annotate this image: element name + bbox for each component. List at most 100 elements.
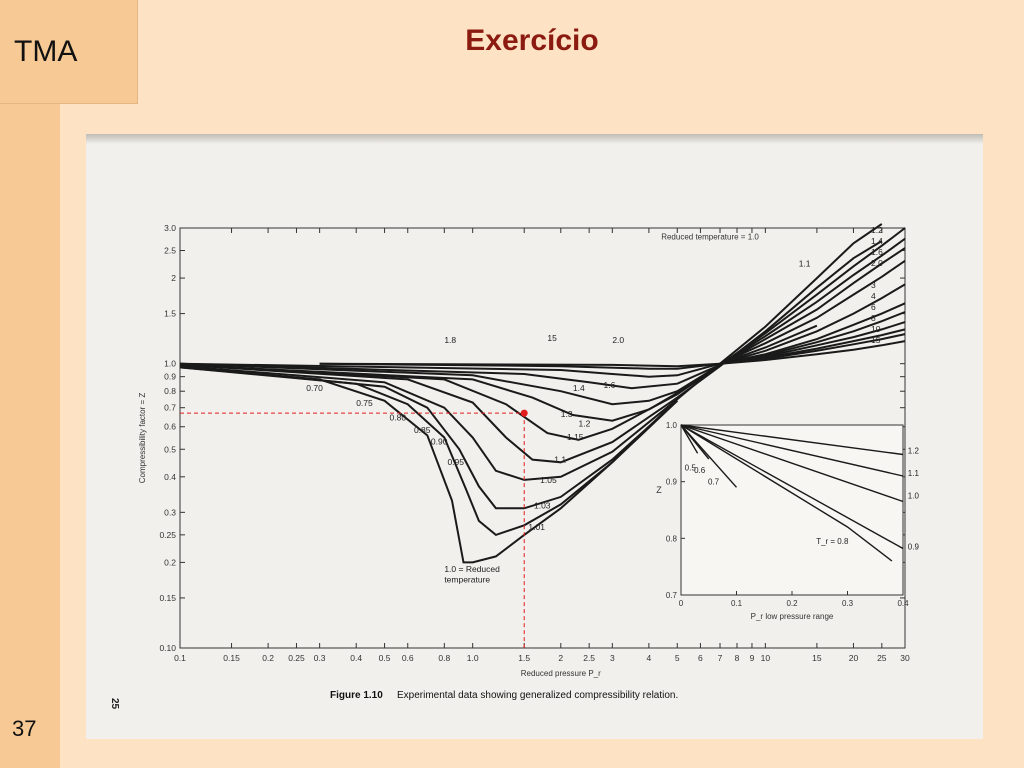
curve-label: 1.03 [534,500,551,510]
inset-series-line [680,424,893,562]
caption-text: Experimental data showing generalized co… [397,690,678,701]
y-tick-label: 1.5 [164,309,176,319]
x-tick-label: 7 [718,653,723,663]
series-line [179,237,906,406]
inset-curve-label: 0.9 [908,543,920,552]
x-tick-label: 0.5 [379,653,391,663]
inset-y-label: Z [656,485,662,495]
curve-label: 0.80 [390,413,407,423]
main-series [179,223,906,564]
curve-label: 1.4 [573,383,585,393]
y-tick-label: 0.10 [159,643,176,653]
series-line [179,365,678,510]
series-line [179,259,906,378]
curve-label: 15 [547,333,557,343]
slide-title: Exercício [465,24,599,57]
x-tick-label: 0.8 [438,653,450,663]
inset-x-tick-label: 0.1 [731,599,743,608]
y-tick-label: 2 [171,273,176,283]
y-tick-label: 0.6 [164,422,176,432]
x-tick-label: 0.1 [174,653,186,663]
x-tick-label: 3 [610,653,615,663]
inset-curve-label: 0.7 [708,478,720,487]
inset-curve-label: 1.2 [908,446,920,455]
y-tick-label: 0.25 [159,530,176,540]
x-tick-label: 30 [900,653,910,663]
x-tick-label: 5 [675,653,680,663]
plot-frame [179,227,906,649]
inset-series-line [680,424,904,477]
x-tick-label: 8 [735,653,740,663]
y-tick-label: 0.9 [164,372,176,382]
page-number: 37 [12,716,37,741]
x-tick-label: 6 [698,653,703,663]
inset-x-tick-label: 0 [679,599,684,608]
brand-box: TMA [0,0,138,104]
y-tick-label: 3.0 [164,223,176,233]
inset-x-tick-label: 0.2 [786,599,798,608]
inset-y-tick-label: 0.7 [666,591,678,600]
x-tick-label: 0.25 [288,653,305,663]
book-page-number: 25 [109,698,120,710]
right-edge-label: 1.6 [871,247,883,257]
x-tick-label: 2 [558,653,563,663]
x-tick-label: 0.15 [223,653,240,663]
annotation-point [520,409,528,417]
curve-label: 1.15 [567,432,584,442]
x-tick-label: 0.3 [314,653,326,663]
inset-x-tick-label: 0.4 [897,599,909,608]
caption-figure-number: Figure 1.10 [330,690,383,701]
curve-label: 0.85 [414,425,431,435]
inset-series-line [680,424,904,503]
x-tick-label: 0.4 [350,653,362,663]
brand-label: TMA [14,35,78,68]
series-line [719,340,906,365]
curve-label: 1.01 [528,522,545,532]
series-line [179,365,678,481]
curve-label: 0.95 [447,457,464,467]
inset-curve-label: 1.0 [908,492,920,501]
x-tick-label: 25 [877,653,887,663]
right-edge-label: 8 [871,313,876,323]
curve-label: 0.70 [306,383,323,393]
right-edge-label: 10 [871,324,881,334]
x-tick-label: 0.6 [402,653,414,663]
inset-chart: 0 0.1 0.2 0.3 0.4 0.7 0.8 0.9 1.0 P_r low pressur… [656,421,919,621]
x-tick-label: 10 [761,653,771,663]
left-strip [0,0,60,768]
y-tick-label: 0.15 [159,593,176,603]
right-edge-label: 3 [871,280,876,290]
x-tick-label: 1.5 [518,653,530,663]
right-edge-label: 6 [871,302,876,312]
x-tick-label: 15 [812,653,822,663]
main-curve-labels: 0.700.750.800.850.900.951.011.031.051.11… [180,225,883,648]
right-edge-label: 1.4 [871,236,883,246]
x-tick-label: 0.2 [262,653,274,663]
curve-label: 2.0 [612,335,624,345]
curve-label: temperature [444,574,490,584]
right-edge-label: 2.0 [871,258,883,268]
inset-curve-label: 0.5 [685,463,697,472]
curve-label: 1.1 [554,454,566,464]
series-line [319,283,906,368]
inset-series-line [680,424,904,456]
y-tick-label: 0.2 [164,557,176,567]
inset-series-line [680,424,904,550]
inset-curve-label: 0.6 [694,466,706,475]
series-line [319,324,818,370]
y-tick-label: 1.0 [164,359,176,369]
x-tick-label: 1.0 [467,653,479,663]
curve-label: 1.8 [444,335,456,345]
x-tick-label: 4 [647,653,652,663]
inset-y-tick-label: 1.0 [666,421,678,430]
x-axis-label: Reduced pressure P_r [521,669,601,678]
y-tick-label: 0.4 [164,472,176,482]
curve-label: 1.1 [799,258,811,268]
y-axis-label: Compressibility factor = Z [138,393,147,484]
series-line [179,240,883,464]
curve-label: 1.6 [604,380,616,390]
curve-label: 0.75 [356,398,373,408]
inset-curve-label: T_r = 0.8 [816,537,849,546]
right-edge-label: 1.2 [871,225,883,235]
